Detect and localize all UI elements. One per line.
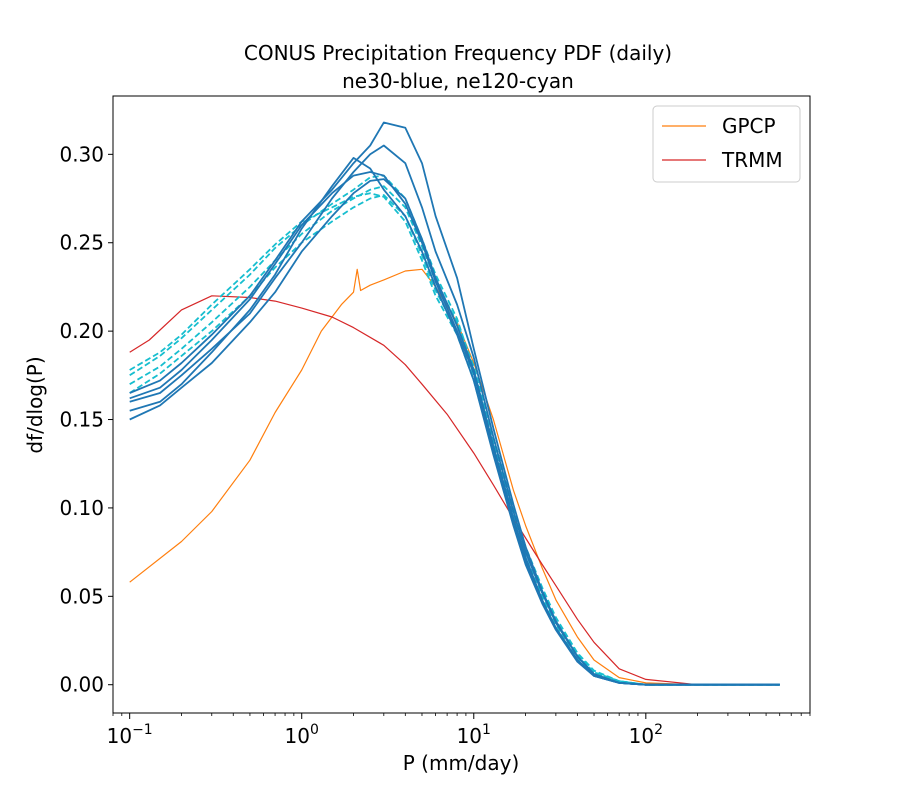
series-line-gpcp-0 (129, 268, 780, 686)
series-line-trmm-1 (129, 295, 780, 686)
y-tick-label-0: 0.00 (59, 673, 104, 697)
chart-title: CONUS Precipitation Frequency PDF (daily… (244, 41, 672, 65)
y-axis-label: df/dlog(P) (23, 356, 47, 453)
y-tick-label-6: 0.30 (59, 142, 104, 166)
x-axis-label: P (mm/day) (403, 751, 520, 775)
legend: GPCP TRMM (652, 105, 801, 183)
legend-label-1: TRMM (721, 148, 783, 172)
x-tick-label-3: 102 (629, 722, 663, 748)
chart-subtitle: ne30-blue, ne120-cyan (342, 69, 574, 93)
legend-label-0: GPCP (722, 114, 776, 138)
x-tick-label-0: 10−1 (107, 722, 153, 748)
y-tick-label-3: 0.15 (59, 408, 104, 432)
series-line-ne30-10 (129, 171, 780, 686)
series-line-ne30-8 (129, 121, 780, 686)
x-tick-label-1: 100 (285, 722, 319, 748)
series-layer (129, 121, 780, 686)
plot-frame (112, 95, 811, 714)
y-tick-label-1: 0.05 (59, 584, 104, 608)
x-tick-label-2: 101 (457, 722, 491, 748)
legend-box (652, 105, 801, 183)
y-tick-label-2: 0.10 (59, 496, 104, 520)
y-tick-label-5: 0.25 (59, 231, 104, 255)
plot-area (113, 96, 810, 713)
y-tick-label-4: 0.20 (59, 319, 104, 343)
